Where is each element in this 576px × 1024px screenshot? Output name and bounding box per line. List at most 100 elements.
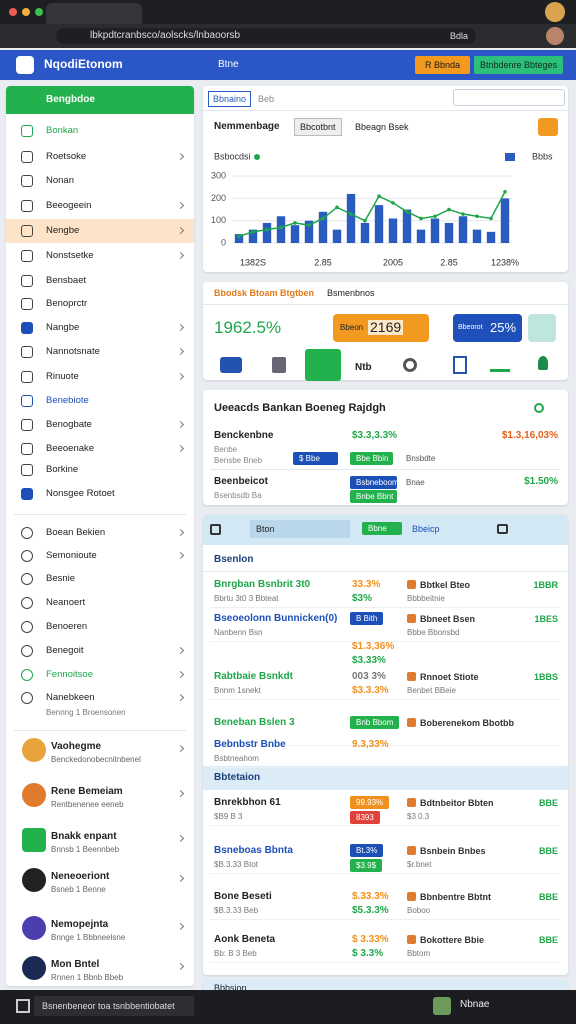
item-label[interactable]: Benegoit xyxy=(46,645,84,656)
row-right-name[interactable]: Rnnoet Stiote xyxy=(420,672,479,682)
item-label[interactable]: Benogbate xyxy=(46,419,92,430)
item-icon[interactable] xyxy=(21,464,33,476)
avatar[interactable] xyxy=(22,868,46,892)
item-label[interactable]: Borkine xyxy=(46,464,79,475)
logo[interactable]: NqodiEtonom xyxy=(44,57,123,71)
row-name[interactable]: Bebnbstr Bnbe xyxy=(214,739,286,750)
tab[interactable]: Bsmenbnos xyxy=(327,288,375,298)
item-label[interactable]: Beeoenake xyxy=(46,443,95,454)
item-label[interactable]: Benoeren xyxy=(46,621,88,632)
row-right-name[interactable]: Bbneet Bsen xyxy=(420,614,476,624)
item-icon[interactable] xyxy=(21,322,33,334)
item-icon[interactable] xyxy=(21,371,33,383)
item-label[interactable]: Roetsoke xyxy=(46,151,87,162)
tab[interactable]: Bbnaino xyxy=(208,91,252,107)
tab[interactable]: Beb xyxy=(258,94,275,104)
profile[interactable] xyxy=(546,27,564,45)
badge[interactable]: Bt.3% xyxy=(350,844,384,857)
item-label[interactable]: Nonstsetke xyxy=(46,250,94,261)
row-name[interactable]: Benckenbne xyxy=(214,430,274,441)
item-icon[interactable] xyxy=(21,346,33,358)
browser-tab[interactable] xyxy=(46,3,142,24)
item-label[interactable]: Boean Bekien xyxy=(46,527,106,538)
url[interactable]: lbkpdtcranbsco/aolscks/lnbaoorsb xyxy=(90,30,241,41)
badge[interactable]: 8393 xyxy=(350,811,380,824)
row-right-name[interactable]: Bbnbentre Bbtnt xyxy=(420,892,491,902)
person-name[interactable]: Neneoeriont xyxy=(51,871,110,882)
item-label[interactable]: Bensbaet xyxy=(46,275,87,286)
person-name[interactable]: Mon Bntel xyxy=(51,959,100,970)
start-icon[interactable] xyxy=(16,999,30,1013)
button[interactable]: R Bbnda xyxy=(415,56,471,74)
badge[interactable]: Bnbe Bbnt xyxy=(350,490,397,503)
row-right-name[interactable]: Bdtnbeitor Bbten xyxy=(420,798,494,808)
item-icon[interactable] xyxy=(21,443,33,455)
avatar[interactable] xyxy=(22,828,46,852)
icon[interactable] xyxy=(220,357,242,373)
item-icon[interactable] xyxy=(21,692,33,704)
row-right-name[interactable]: Bsnbein Bnbes xyxy=(420,846,486,856)
badge[interactable]: B Bith xyxy=(350,612,384,625)
row-right-name[interactable]: Bbtkel Bteo xyxy=(420,580,471,590)
icon[interactable] xyxy=(210,524,221,535)
item-label[interactable]: Neanoert xyxy=(46,597,86,608)
icon[interactable] xyxy=(305,349,341,381)
item-icon[interactable] xyxy=(21,550,33,562)
icon[interactable] xyxy=(497,524,508,534)
row-name[interactable]: Beenbeicot xyxy=(214,476,268,487)
item-icon[interactable] xyxy=(21,645,33,657)
row-name[interactable]: Bone Beseti xyxy=(214,891,272,902)
person-name[interactable]: Bnakk enpant xyxy=(51,831,117,842)
item-icon[interactable] xyxy=(21,669,33,681)
item-label[interactable]: Nannotsnate xyxy=(46,346,100,357)
nav-link[interactable]: Btne xyxy=(218,59,239,70)
window-dot[interactable] xyxy=(9,8,17,16)
person-name[interactable]: Vaohegme xyxy=(51,741,102,752)
badge[interactable]: Bsbneboom xyxy=(350,476,399,489)
badge[interactable]: 99.93% xyxy=(350,796,390,809)
icon[interactable] xyxy=(538,356,548,370)
row-name[interactable]: Rabtbaie Bsnkdt xyxy=(214,671,293,682)
icon[interactable] xyxy=(272,357,286,373)
item-label[interactable]: Rinuote xyxy=(46,371,79,382)
item-icon[interactable] xyxy=(21,275,33,287)
item-icon[interactable] xyxy=(21,200,33,212)
item-label[interactable]: Bonkan xyxy=(46,125,79,136)
url-field[interactable] xyxy=(56,28,476,44)
row-name[interactable]: Bnrekbhon 61 xyxy=(214,797,281,808)
item-label[interactable]: Beeogeein xyxy=(46,200,92,211)
row-name[interactable]: Bseoeolonn Bunnicken(0) xyxy=(214,613,338,624)
badge[interactable]: $3.9$ xyxy=(350,859,383,872)
person-name[interactable]: Rene Bemeiam xyxy=(51,786,123,797)
row-right-name[interactable]: Bokottere Bbie xyxy=(420,935,485,945)
url-action[interactable]: Bdla xyxy=(450,31,469,41)
item-icon[interactable] xyxy=(21,419,33,431)
search-box[interactable] xyxy=(453,89,565,106)
select[interactable]: Bton xyxy=(250,520,350,538)
row-name[interactable]: Beneban Bslen 3 xyxy=(214,717,295,728)
avatar[interactable] xyxy=(545,2,565,22)
window-dot[interactable] xyxy=(22,8,30,16)
row-right-name[interactable]: Boberenekom Bbotbb xyxy=(420,718,515,728)
sidebar-title-bar[interactable] xyxy=(6,86,194,114)
item-label[interactable]: Nangbe xyxy=(46,322,80,333)
icon-label[interactable]: Ntb xyxy=(355,362,372,373)
item-icon[interactable] xyxy=(21,621,33,633)
avatar[interactable] xyxy=(22,783,46,807)
person-name[interactable]: Nemopejnta xyxy=(51,919,109,930)
avatar[interactable] xyxy=(22,956,46,980)
badge[interactable]: $ Bbe xyxy=(293,452,338,465)
row-name[interactable]: Bnrgban Bsnbrit 3t0 xyxy=(214,579,311,590)
taskbar-search[interactable]: Bsnenbeneor toa tsnbbentiobatet xyxy=(34,996,194,1016)
icon[interactable] xyxy=(490,358,510,372)
item-icon[interactable] xyxy=(21,573,33,585)
select[interactable]: Bbcotbnt xyxy=(294,118,342,136)
item-label[interactable]: Semonioute xyxy=(46,550,97,561)
button[interactable]: Btnbdenre Bbteges xyxy=(474,56,564,74)
badge[interactable]: Bbe Bbin xyxy=(350,452,393,465)
avatar[interactable] xyxy=(22,916,46,940)
row-name[interactable]: Bsneboas Bbnta xyxy=(214,845,293,856)
item-icon[interactable] xyxy=(21,597,33,609)
icon[interactable] xyxy=(453,356,467,374)
item-label[interactable]: Nengbe xyxy=(46,225,80,236)
